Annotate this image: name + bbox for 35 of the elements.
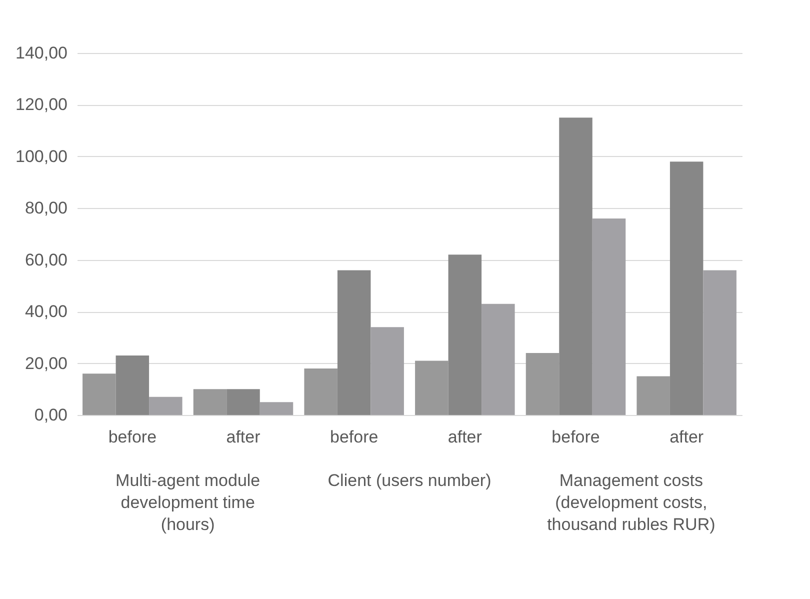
bar: [149, 396, 182, 415]
bar: [592, 218, 626, 415]
y-tick-label: 120,00: [16, 95, 68, 114]
bar: [304, 368, 338, 415]
bar: [193, 389, 227, 415]
text: Multi-agent module development time (hours): [116, 471, 260, 534]
y-tick-label: 100,00: [16, 146, 68, 166]
bar: [337, 270, 371, 415]
y-tick-label: 60,00: [24, 250, 68, 270]
bar: [370, 327, 404, 415]
x-tick-label: before: [552, 428, 600, 446]
bar: [260, 402, 294, 415]
bar: [703, 270, 736, 415]
bar: [226, 389, 260, 415]
y-tick-label: 140,00: [16, 44, 68, 62]
bar: [670, 162, 704, 415]
bar: [448, 254, 482, 415]
bar: [526, 352, 560, 415]
x-tick-label: before: [108, 428, 157, 446]
x-tick-label: after: [670, 428, 704, 446]
bar: [415, 360, 448, 415]
x-tick-label: before: [330, 428, 378, 446]
bar: [82, 374, 116, 415]
bar: [559, 118, 592, 415]
bar: [636, 376, 670, 415]
y-tick-label: 80,00: [24, 198, 68, 218]
text: Management costs (development costs, thousand rubles RUR): [547, 471, 716, 534]
text: Client (users number): [328, 471, 492, 490]
bar: [116, 356, 150, 415]
x-tick-label: after: [226, 428, 261, 446]
y-tick-label: 20,00: [24, 354, 68, 373]
y-tick-label: 0,00: [34, 406, 68, 424]
y-tick-label: 40,00: [24, 302, 68, 322]
bar: [482, 304, 515, 415]
x-tick-label: after: [448, 428, 482, 446]
